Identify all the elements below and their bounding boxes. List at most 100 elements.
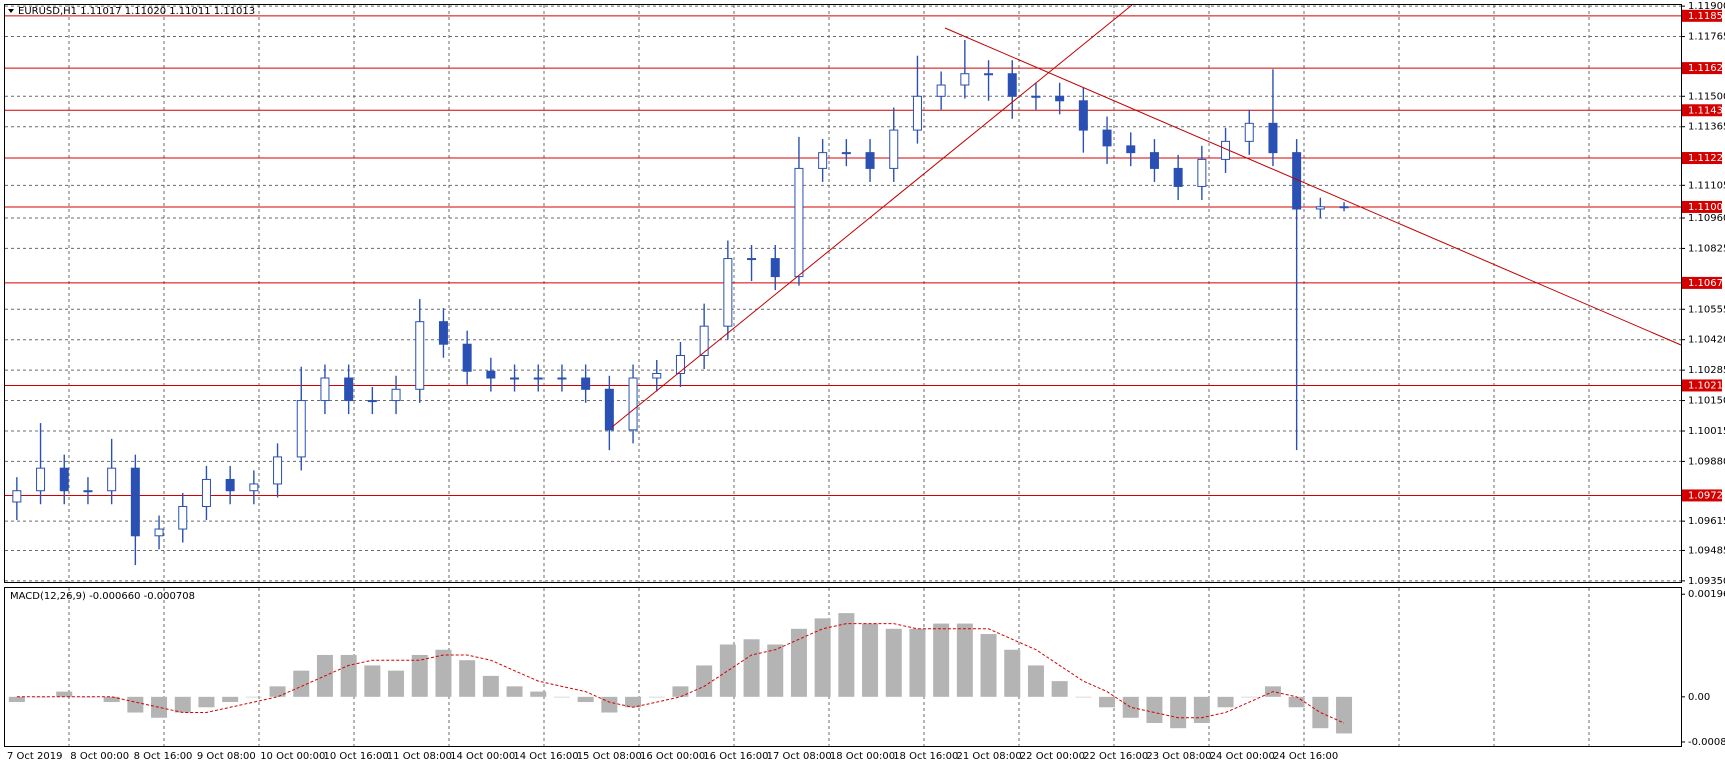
y-tick-label: 1.11765	[1688, 32, 1725, 43]
x-tick-label: 21 Oct 08:00	[957, 751, 1022, 762]
candle-body	[1007, 73, 1017, 97]
y-tick-label: 1.11365	[1688, 122, 1725, 133]
time-grid	[5, 5, 1681, 746]
x-tick-label: 16 Oct 16:00	[703, 751, 768, 762]
macd-bar	[980, 634, 997, 697]
x-tick-label: 24 Oct 16:00	[1273, 751, 1338, 762]
candle-body	[604, 388, 614, 431]
y-tick-label: 1.09350	[1688, 576, 1725, 587]
macd-bar	[1027, 665, 1044, 697]
candle-body	[1031, 95, 1041, 98]
candle-body	[912, 95, 922, 131]
candle-body	[936, 84, 946, 97]
candle-body	[865, 152, 875, 169]
x-tick-label: 18 Oct 00:00	[830, 751, 895, 762]
candle-body	[249, 483, 259, 492]
candle-body	[1102, 129, 1112, 147]
y-tick-label: 1.09880	[1688, 456, 1725, 467]
macd-bar	[364, 665, 381, 697]
candle-body	[889, 129, 899, 169]
macd-bar	[838, 613, 855, 697]
y-tick-label: 1.10825	[1688, 243, 1725, 254]
candle-body	[83, 490, 93, 493]
x-tick-label: 9 Oct 08:00	[197, 751, 256, 762]
x-tick-label: 22 Oct 16:00	[1083, 751, 1148, 762]
macd-bar	[222, 696, 239, 703]
x-tick-label: 18 Oct 16:00	[893, 751, 958, 762]
level-tag	[1682, 152, 1722, 165]
macd-bar	[790, 628, 807, 697]
macd-bar	[719, 644, 736, 697]
macd-bar	[32, 696, 49, 698]
macd-bar	[482, 675, 499, 697]
x-tick-label: 8 Oct 00:00	[70, 751, 129, 762]
menu-arrow[interactable]	[8, 9, 14, 13]
candle-body	[59, 467, 69, 492]
macd-bar	[459, 660, 476, 697]
candle-body	[1339, 206, 1349, 209]
plot-layer: 1.11900 1.11765 1.11500 1.11365 1.11105 1.109…	[5, 1, 1725, 762]
candle-body	[984, 73, 994, 76]
candle-body	[557, 377, 567, 380]
x-tick-label: 7 Oct 2019	[7, 751, 62, 762]
candle-body	[1055, 95, 1065, 102]
main-pane-border	[4, 4, 1682, 583]
macd-bar	[1312, 696, 1329, 729]
candle-body	[1197, 158, 1207, 187]
macd-bar	[1288, 696, 1305, 708]
x-tick-label: 23 Oct 08:00	[1146, 751, 1211, 762]
macd-bar	[1170, 696, 1187, 729]
level-tag	[1682, 62, 1722, 75]
trend-line	[611, 4, 1133, 428]
level-tag	[1682, 379, 1722, 392]
y-tick-label: 1.10150	[1688, 396, 1725, 407]
macd-bar	[933, 623, 950, 697]
candle-body	[628, 377, 638, 431]
macd-bar	[388, 670, 405, 697]
macd-bar	[174, 696, 191, 713]
level-tag	[1682, 104, 1722, 117]
level-tag	[1682, 276, 1722, 289]
candle-body	[154, 528, 164, 537]
candle-body	[1244, 122, 1254, 142]
candle-body	[675, 354, 685, 375]
macd-bar	[885, 628, 902, 697]
y-tick-label: 1.09615	[1688, 516, 1725, 527]
x-tick-label: 17 Oct 08:00	[767, 751, 832, 762]
candle-body	[1078, 100, 1088, 131]
x-tick-label: 10 Oct 00:00	[260, 751, 325, 762]
macd-bar	[8, 696, 25, 703]
macd-bar	[127, 696, 144, 713]
candle-body	[462, 343, 472, 372]
macd-bar	[743, 639, 760, 697]
candle-body	[438, 321, 448, 345]
macd-bar	[1193, 696, 1210, 723]
candle-body	[296, 400, 306, 458]
level-label: 1.11625	[1688, 63, 1725, 74]
x-tick-label: 10 Oct 16:00	[324, 751, 389, 762]
level-tag	[1682, 489, 1722, 502]
candle-body	[1173, 167, 1183, 187]
symbol-header: EURUSD,H1 1.11017 1.11020 1.11011 1.1101…	[18, 6, 255, 17]
candle-body	[533, 377, 543, 380]
macd-bar	[625, 696, 642, 708]
candle-body	[818, 152, 828, 169]
candle-body	[1315, 206, 1325, 210]
macd-bar	[1099, 696, 1116, 708]
y-tick-label: 1.10555	[1688, 304, 1725, 315]
candle-body	[960, 73, 970, 86]
candle-body	[36, 467, 46, 492]
level-label: 1.10217	[1688, 380, 1725, 391]
candle-body	[770, 258, 780, 278]
macd-bar	[1122, 696, 1139, 718]
level-label: 1.11009	[1688, 202, 1725, 213]
y-tick-label: 0.00	[1688, 692, 1710, 703]
macd-bar	[696, 665, 713, 697]
candle-body	[225, 478, 235, 492]
y-tick-label: 1.11500	[1688, 91, 1725, 102]
macd-bar	[245, 696, 262, 698]
macd-bar	[293, 670, 310, 697]
trend-line	[944, 27, 1682, 346]
macd-bar	[1051, 681, 1068, 697]
